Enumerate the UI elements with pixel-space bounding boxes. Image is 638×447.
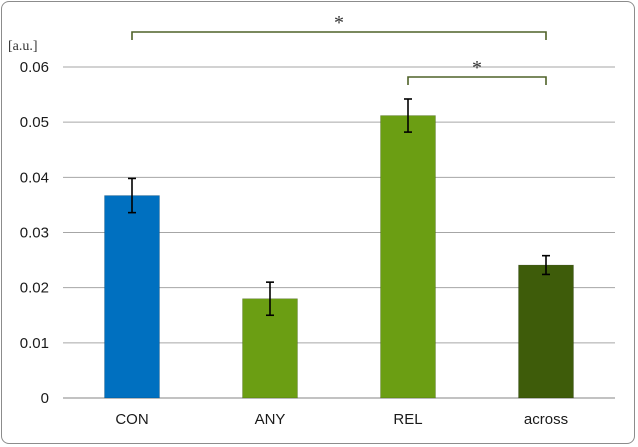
bar-REL — [380, 115, 436, 399]
bars — [104, 115, 574, 399]
y-axis-ticks: 0 0.01 0.02 0.03 0.04 0.05 0.06 — [20, 59, 49, 407]
y-tick-label: 0.05 — [20, 114, 49, 131]
significance-star: * — [334, 12, 344, 34]
category-label-ANY: ANY — [255, 411, 286, 428]
bar-CON — [104, 195, 160, 399]
category-label-across: across — [524, 411, 568, 428]
significance-brackets: ** — [131, 12, 547, 85]
significance-bracket — [131, 31, 547, 40]
error-bars — [128, 98, 550, 317]
significance-star: * — [472, 57, 482, 79]
y-tick-label: 0.03 — [20, 225, 49, 242]
y-tick-label: 0.01 — [20, 335, 49, 352]
category-label-CON: CON — [115, 411, 148, 428]
category-label-REL: REL — [393, 411, 422, 428]
y-tick-label: 0.02 — [20, 280, 49, 297]
y-axis-unit-label: [a.u.] — [8, 39, 38, 54]
y-tick-label: 0 — [41, 390, 49, 407]
bar-across — [518, 264, 574, 399]
x-axis-labels: CON ANY REL across — [115, 411, 568, 428]
significance-bracket — [407, 76, 547, 85]
y-tick-label: 0.04 — [20, 169, 49, 186]
y-tick-label: 0.06 — [20, 59, 49, 76]
